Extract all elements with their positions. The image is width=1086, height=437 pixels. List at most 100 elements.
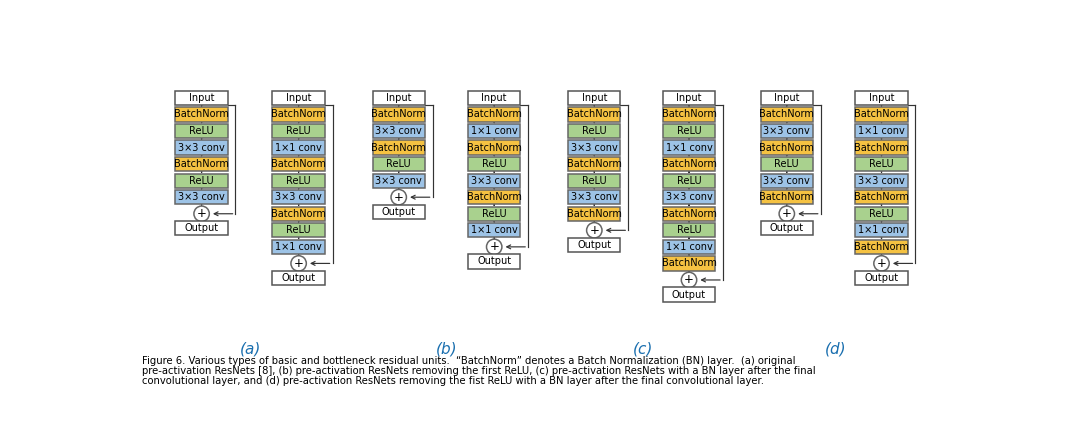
- FancyBboxPatch shape: [273, 173, 325, 188]
- FancyBboxPatch shape: [273, 271, 325, 285]
- FancyBboxPatch shape: [468, 124, 520, 138]
- Text: Input: Input: [774, 93, 799, 103]
- Text: Output: Output: [770, 223, 804, 233]
- Text: 3×3 conv: 3×3 conv: [571, 142, 618, 153]
- FancyBboxPatch shape: [856, 108, 908, 121]
- Text: BatchNorm: BatchNorm: [661, 258, 717, 268]
- Text: (a): (a): [239, 341, 261, 357]
- Circle shape: [779, 206, 795, 222]
- Text: BatchNorm: BatchNorm: [467, 109, 521, 119]
- FancyBboxPatch shape: [856, 124, 908, 138]
- Circle shape: [681, 272, 697, 288]
- FancyBboxPatch shape: [760, 91, 813, 105]
- Text: +: +: [197, 207, 206, 220]
- FancyBboxPatch shape: [273, 223, 325, 237]
- Text: Output: Output: [477, 257, 512, 267]
- Text: +: +: [684, 274, 694, 287]
- Text: Input: Input: [677, 93, 702, 103]
- Text: 1×1 conv: 1×1 conv: [858, 126, 905, 136]
- FancyBboxPatch shape: [273, 240, 325, 254]
- FancyBboxPatch shape: [662, 288, 716, 302]
- Text: ReLU: ReLU: [287, 126, 311, 136]
- Text: BatchNorm: BatchNorm: [854, 142, 909, 153]
- FancyBboxPatch shape: [856, 271, 908, 285]
- Text: BatchNorm: BatchNorm: [371, 142, 426, 153]
- FancyBboxPatch shape: [176, 140, 228, 155]
- FancyBboxPatch shape: [760, 140, 813, 155]
- Text: Output: Output: [864, 273, 898, 283]
- FancyBboxPatch shape: [568, 124, 620, 138]
- Text: +: +: [782, 207, 792, 220]
- Text: ReLU: ReLU: [189, 176, 214, 186]
- Text: BatchNorm: BatchNorm: [567, 109, 622, 119]
- Circle shape: [874, 256, 889, 271]
- Text: Output: Output: [185, 223, 218, 233]
- Text: 3×3 conv: 3×3 conv: [763, 176, 810, 186]
- Text: ReLU: ReLU: [677, 126, 702, 136]
- Text: ReLU: ReLU: [287, 225, 311, 235]
- FancyBboxPatch shape: [568, 173, 620, 188]
- Text: ReLU: ReLU: [387, 159, 411, 169]
- FancyBboxPatch shape: [468, 173, 520, 188]
- FancyBboxPatch shape: [856, 157, 908, 171]
- FancyBboxPatch shape: [856, 207, 908, 221]
- Text: ReLU: ReLU: [482, 159, 506, 169]
- FancyBboxPatch shape: [176, 108, 228, 121]
- FancyBboxPatch shape: [662, 157, 716, 171]
- Text: Input: Input: [869, 93, 894, 103]
- Text: 1×1 conv: 1×1 conv: [275, 142, 323, 153]
- Text: 3×3 conv: 3×3 conv: [571, 192, 618, 202]
- FancyBboxPatch shape: [372, 157, 425, 171]
- Text: 3×3 conv: 3×3 conv: [178, 192, 225, 202]
- Text: BatchNorm: BatchNorm: [854, 242, 909, 252]
- FancyBboxPatch shape: [273, 124, 325, 138]
- Text: BatchNorm: BatchNorm: [567, 209, 622, 219]
- FancyBboxPatch shape: [760, 190, 813, 205]
- Text: 1×1 conv: 1×1 conv: [858, 225, 905, 235]
- Text: 3×3 conv: 3×3 conv: [376, 126, 422, 136]
- Text: BatchNorm: BatchNorm: [567, 159, 622, 169]
- Text: (d): (d): [824, 341, 846, 357]
- Text: BatchNorm: BatchNorm: [371, 109, 426, 119]
- FancyBboxPatch shape: [662, 240, 716, 254]
- FancyBboxPatch shape: [468, 190, 520, 205]
- Text: BatchNorm: BatchNorm: [272, 159, 326, 169]
- FancyBboxPatch shape: [568, 108, 620, 121]
- FancyBboxPatch shape: [856, 140, 908, 155]
- FancyBboxPatch shape: [662, 207, 716, 221]
- FancyBboxPatch shape: [760, 221, 813, 236]
- Text: Input: Input: [582, 93, 607, 103]
- Text: BatchNorm: BatchNorm: [759, 109, 814, 119]
- Text: BatchNorm: BatchNorm: [467, 192, 521, 202]
- Circle shape: [291, 256, 306, 271]
- FancyBboxPatch shape: [176, 173, 228, 188]
- Text: Input: Input: [481, 93, 507, 103]
- FancyBboxPatch shape: [662, 140, 716, 155]
- Text: 3×3 conv: 3×3 conv: [763, 126, 810, 136]
- Text: BatchNorm: BatchNorm: [661, 209, 717, 219]
- Text: ReLU: ReLU: [189, 126, 214, 136]
- FancyBboxPatch shape: [468, 140, 520, 155]
- FancyBboxPatch shape: [176, 221, 228, 236]
- FancyBboxPatch shape: [468, 223, 520, 237]
- Text: ReLU: ReLU: [287, 176, 311, 186]
- Text: +: +: [293, 257, 304, 270]
- FancyBboxPatch shape: [273, 190, 325, 205]
- FancyBboxPatch shape: [273, 157, 325, 171]
- FancyBboxPatch shape: [662, 124, 716, 138]
- FancyBboxPatch shape: [568, 190, 620, 205]
- Text: 1×1 conv: 1×1 conv: [471, 126, 518, 136]
- FancyBboxPatch shape: [273, 91, 325, 105]
- FancyBboxPatch shape: [372, 124, 425, 138]
- FancyBboxPatch shape: [372, 173, 425, 188]
- Text: BatchNorm: BatchNorm: [272, 209, 326, 219]
- FancyBboxPatch shape: [856, 173, 908, 188]
- Text: 3×3 conv: 3×3 conv: [471, 176, 518, 186]
- Text: +: +: [590, 224, 599, 237]
- Text: 3×3 conv: 3×3 conv: [275, 192, 323, 202]
- Text: BatchNorm: BatchNorm: [854, 192, 909, 202]
- Text: Input: Input: [189, 93, 214, 103]
- Text: ReLU: ReLU: [677, 176, 702, 186]
- Text: pre-activation ResNets [8], (b) pre-activation ResNets removing the first ReLU, : pre-activation ResNets [8], (b) pre-acti…: [141, 366, 816, 376]
- Circle shape: [391, 190, 406, 205]
